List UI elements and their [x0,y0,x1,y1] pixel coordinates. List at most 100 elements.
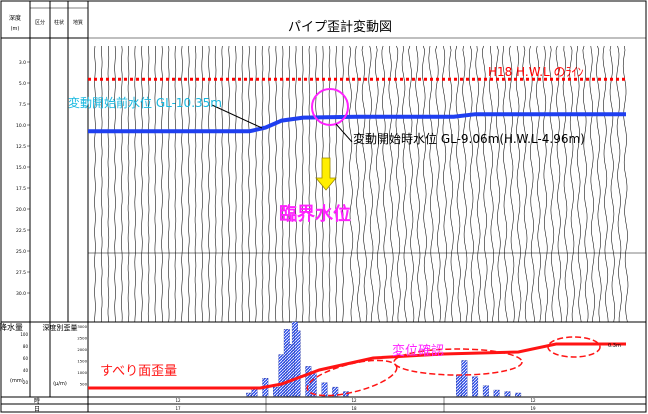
rainfall-bar-hatch [461,360,468,396]
hour-tick-label: 12 [175,398,181,403]
strain-trace [342,45,344,323]
strain-trace [308,45,311,323]
depth-tick-label: 25.0 [16,249,26,255]
rain-tick-label: 60 [23,356,29,361]
strain-trace [188,45,190,323]
strain-trace [582,45,589,323]
header-depth: 深度 [9,14,21,22]
strain-trace [127,45,130,323]
strain-trace [221,45,223,323]
rainfall-bars [246,321,522,397]
strain-trace [596,45,602,323]
rainfall-bar-hatch [278,354,285,396]
header-geology: 地質 [73,19,83,26]
rain-tick-label: 80 [23,344,29,349]
rainfall-bar-hatch [321,382,328,396]
strain-gauge-traces [94,45,629,323]
depth-tick-label: 27.5 [16,270,26,276]
strain-trace [422,45,428,323]
strain-trace [455,45,462,323]
critical-level-label: 臨界水位 [279,203,351,225]
strain-trace [228,45,230,323]
hour-tick-label: 12 [351,398,357,403]
strain-trace [208,45,210,323]
strain-trace [482,45,488,323]
before-leader-line [211,104,263,129]
rain-tick-label: 40 [23,368,29,373]
rain-title: 降水量 [0,322,23,332]
critical-circle [311,88,349,126]
rainfall-bar-hatch [515,393,521,396]
strain-trace [515,45,522,323]
slip-strain-series [88,342,626,390]
strain-trace [121,45,123,323]
rainfall-bar-hatch [246,393,252,396]
rainfall-bar-hatch [332,387,338,396]
strain-trace [275,45,277,323]
strain-trace [281,45,284,323]
day-tick-label: 19 [530,406,536,411]
strain-trace [107,46,110,323]
rainfall-bar-hatch [294,330,301,396]
strain-tick-label: 1500 [77,359,87,364]
strain-trace [388,45,394,323]
strain-trace [542,45,548,322]
strain-trace [114,45,116,323]
strain-trace [589,45,595,323]
strain-end-label: 0.3m [608,343,621,349]
depth-tick-label: 5.0 [19,81,26,87]
strain-trace [147,45,150,323]
rainfall-bar-hatch [472,376,478,396]
day-axis-label: 日 [34,406,40,413]
depth-tick-label: 17.5 [16,186,26,192]
strain-trace [435,45,441,323]
strain-trace [562,45,569,323]
strain-trace [161,45,163,323]
start-leader-line [335,123,353,143]
rainfall-bar-hatch [305,366,312,396]
strain-trace [255,46,257,323]
strain-trace [549,45,555,323]
depth-tick-label: 15.0 [16,165,26,171]
strain-tick-label: 500 [80,382,88,387]
header-column: 柱状 [54,19,64,26]
strain-tick-label: 2500 [77,336,87,341]
day-tick-label: 17 [175,406,181,411]
strain-unit: (μ/m) [53,381,67,387]
strain-trace [315,45,317,323]
header-depth-unit: (m) [11,26,20,32]
strain-trace [555,45,562,323]
strain-trace [335,45,337,323]
strain-trace [248,45,250,323]
strain-trace [354,45,361,323]
day-tick-label: 18 [351,406,357,411]
depth-tick-label: 10.0 [16,123,26,129]
strain-trace [154,45,156,323]
rainfall-bar-hatch [483,385,489,396]
depth-tick-label: 12.5 [16,144,26,150]
strain-trace [361,45,368,323]
strain-trace [569,45,575,323]
strain-trace [609,45,616,323]
strain-trace [502,45,508,323]
depth-tick-label: 20.0 [16,207,26,213]
strain-trace [508,45,515,323]
strain-trace [235,46,237,323]
strain-trace [442,45,448,323]
rainfall-bar-hatch [493,390,500,396]
strain-trace [536,45,542,323]
rain-tick-label: 20 [23,380,29,385]
depth-tick-label: 30.0 [16,291,26,297]
strain-trace [368,45,374,323]
strain-trace [401,45,408,323]
strain-trace [529,45,535,323]
label-change-start: 変動開始時水位 GL-9.06m(H.W.L-4.96m) [353,131,585,146]
rainfall-bar-hatch [251,387,258,396]
rainfall-bar-hatch [343,391,349,396]
strain-trace [295,45,297,323]
rain-unit: (mm) [10,378,24,384]
strain-trace [602,45,609,323]
strain-trace [495,45,501,323]
strain-trace [168,45,170,323]
